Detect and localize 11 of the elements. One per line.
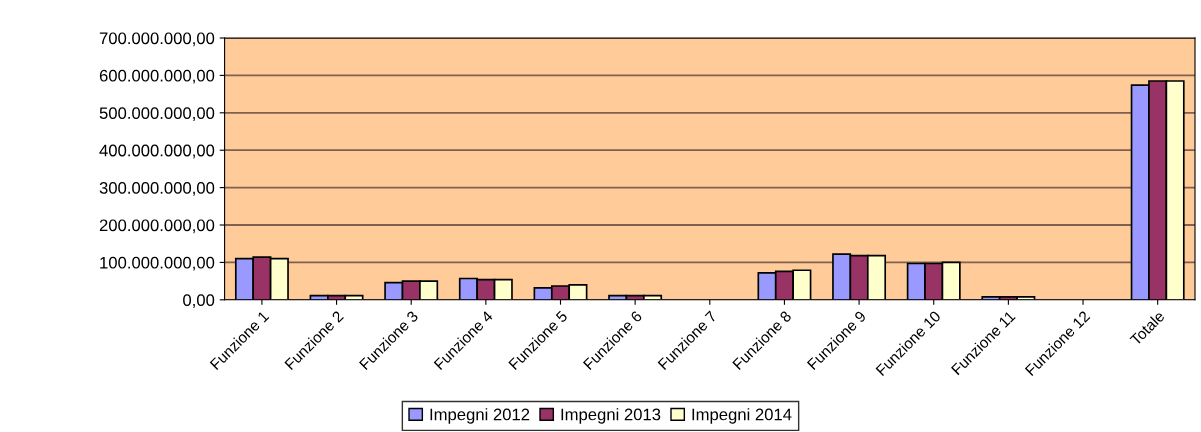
y-tick-label: 100.000.000,00 — [100, 256, 215, 271]
legend-label: Impegni 2014 — [692, 408, 792, 424]
y-tick-label: 600.000.000,00 — [99, 69, 215, 84]
y-tick-label: 400.000.000,00 — [99, 144, 215, 159]
y-tick-label: 300.000.000,00 — [99, 182, 215, 196]
y-tick-label: 0,00 — [183, 294, 215, 308]
y-tick-label: 500.000.000,00 — [99, 107, 215, 121]
legend-label: Impegni 2013 — [561, 408, 661, 424]
y-tick-label: 200.000.000,00 — [99, 219, 215, 234]
legend-label: Impegni 2012 — [430, 408, 530, 424]
y-tick-label: 700.000.000,00 — [99, 32, 215, 47]
